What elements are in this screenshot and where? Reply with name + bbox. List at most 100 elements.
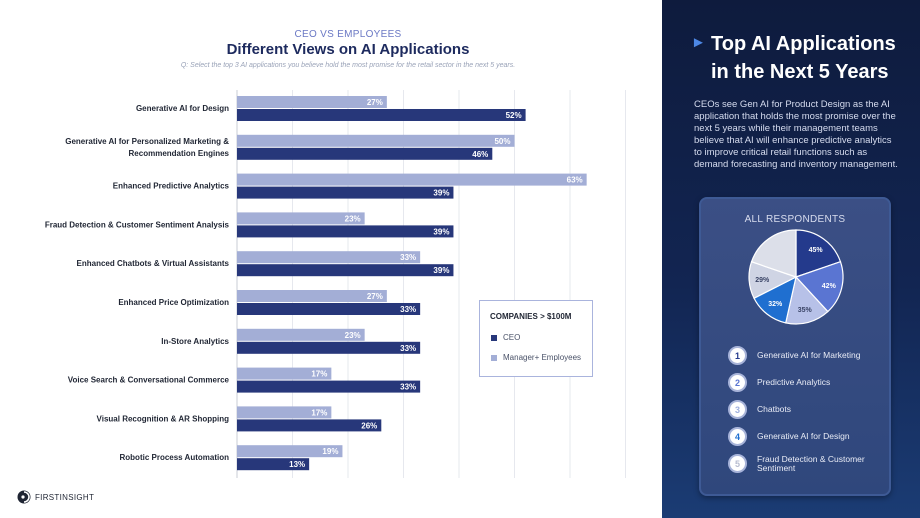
bar-value-label: 19% — [322, 447, 338, 456]
category-label: Enhanced Price Optimization — [118, 298, 229, 307]
rank-number-badge: 2 — [728, 373, 747, 392]
bar-value-label: 50% — [494, 137, 510, 146]
rank-label: Chatbots — [757, 404, 792, 414]
bar-ceo — [237, 264, 454, 277]
category-label: Fraud Detection & Customer Sentiment Ana… — [45, 220, 230, 229]
logo-mark-icon — [17, 490, 31, 504]
bar-ceo — [237, 225, 454, 238]
rank-label: Generative AI for Marketing — [757, 350, 861, 360]
bar-employees — [237, 134, 515, 147]
category-label: Enhanced Chatbots & Virtual Assistants — [77, 259, 230, 268]
bar-ceo — [237, 419, 382, 432]
bar-value-label: 23% — [345, 331, 361, 340]
bar-value-label: 33% — [400, 344, 416, 353]
bar-value-label: 63% — [567, 176, 583, 185]
rank-label: Generative AI for Design — [757, 431, 850, 441]
category-label-line: Robotic Process Automation — [120, 453, 230, 462]
rank-label: Fraud Detection & Customer Sentiment — [757, 453, 865, 473]
bar-ceo — [237, 458, 310, 471]
respondents-pie-chart: 45% 42% 35% 32% 29% — [748, 229, 844, 325]
category-label-line: Enhanced Predictive Analytics — [113, 182, 230, 191]
survey-question: Q: Select the top 3 AI applications you … — [180, 62, 516, 69]
legend-label-employees: Manager+ Employees — [503, 353, 582, 362]
bar-value-label: 33% — [400, 383, 416, 392]
ranking-item: 2 Predictive Analytics — [728, 373, 888, 392]
category-label: Enhanced Predictive Analytics — [113, 182, 230, 191]
ranking-item: 4 Generative AI for Design — [728, 427, 888, 446]
chart-title: Different Views on AI Applications — [226, 41, 470, 58]
legend-title: COMPANIES > $100M — [490, 312, 572, 321]
pie-slice-label: 35% — [798, 307, 813, 314]
rank-number-badge: 3 — [728, 400, 747, 419]
brand-logo: FIRSTINSIGHT — [17, 490, 94, 504]
bar-ceo — [237, 109, 526, 121]
respondents-title: ALL RESPONDENTS — [744, 214, 846, 225]
bar-employees — [237, 367, 332, 380]
bar-employees — [237, 290, 387, 302]
bar-value-label: 23% — [345, 214, 361, 223]
brand-name: FIRSTINSIGHT — [35, 492, 95, 502]
bar-ceo — [237, 380, 421, 393]
bar-value-label: 13% — [289, 460, 305, 469]
bar-value-label: 33% — [400, 253, 416, 262]
chart-kicker: CEO VS EMPLOYEES — [294, 29, 402, 40]
rank-number-badge: 4 — [728, 427, 747, 446]
category-label-line: Recommendation Engines — [129, 149, 230, 158]
bar-value-label: 33% — [400, 305, 416, 314]
summary-panel: ► Top AI Applications in the Next 5 Year… — [662, 0, 920, 518]
rank-number-badge: 1 — [728, 346, 747, 365]
summary-description: CEOs see Gen AI for Product Design as th… — [694, 99, 898, 170]
pie-slice-label: 32% — [768, 301, 783, 308]
bar-ceo — [237, 147, 493, 160]
bar-employees — [237, 173, 587, 186]
category-label-line: Fraud Detection & Customer Sentiment Ana… — [45, 220, 230, 229]
bar-employees — [237, 328, 365, 341]
category-label-line: Enhanced Price Optimization — [118, 298, 229, 307]
bar-value-label: 46% — [472, 150, 488, 159]
ranking-item: 5 Fraud Detection & Customer Sentiment — [728, 454, 888, 473]
respondents-card: ALL RESPONDENTS 45% 42% 35% 32% 29% 1 Generat… — [699, 197, 891, 496]
bar-value-label: 26% — [361, 421, 377, 430]
pie-slice — [750, 229, 797, 278]
rank-label: Predictive Analytics — [757, 377, 831, 387]
category-label-line: Generative AI for Design — [136, 104, 229, 113]
bar-employees — [237, 251, 421, 264]
bar-value-label: 17% — [311, 370, 327, 379]
ranking-item: 1 Generative AI for Marketing — [728, 346, 888, 365]
bar-value-label: 27% — [367, 98, 383, 107]
chart-legend: COMPANIES > $100M CEO Manager+ Employees — [479, 300, 593, 377]
bar-employees — [237, 406, 332, 419]
bar-value-label: 39% — [433, 266, 449, 275]
bar-value-label: 39% — [433, 227, 449, 236]
category-label: Generative AI for Personalized Marketing… — [65, 137, 229, 158]
pie-slice-label: 45% — [809, 247, 824, 254]
bar-value-label: 52% — [506, 111, 522, 120]
category-label: Generative AI for Design — [136, 104, 229, 113]
legend-item-ceo: CEO — [491, 333, 520, 342]
bar-chart: Generative AI for Design 27% 52% Generative… — [45, 90, 626, 478]
category-label: Robotic Process Automation — [120, 453, 230, 462]
category-label: Voice Search & Conversational Commerce — [68, 376, 230, 385]
pie-slice-label: 42% — [822, 283, 837, 290]
legend-swatch-ceo — [491, 334, 497, 341]
bar-ceo — [237, 186, 454, 199]
bar-ceo — [237, 303, 421, 315]
pie-slice-label: 29% — [755, 277, 770, 284]
legend-label-ceo: CEO — [503, 333, 521, 342]
pie-slice — [794, 260, 844, 313]
ranking-item: 3 Chatbots — [728, 400, 888, 419]
category-label-line: Voice Search & Conversational Commerce — [68, 376, 230, 385]
play-arrow-icon: ► — [691, 34, 706, 51]
bar-employees — [237, 212, 365, 225]
bar-ceo — [237, 341, 421, 354]
bar-value-label: 17% — [311, 408, 327, 417]
category-label: Visual Recognition & AR Shopping — [97, 414, 230, 423]
category-label: In-Store Analytics — [161, 337, 229, 346]
bar-employees — [237, 445, 343, 458]
bar-employees — [237, 96, 387, 108]
category-label-line: Enhanced Chatbots & Virtual Assistants — [77, 259, 230, 268]
rank-number-badge: 5 — [728, 454, 747, 473]
legend-swatch-employees — [491, 354, 497, 361]
category-label-line: In-Store Analytics — [161, 337, 229, 346]
category-label-line: Generative AI for Personalized Marketing… — [65, 137, 229, 146]
